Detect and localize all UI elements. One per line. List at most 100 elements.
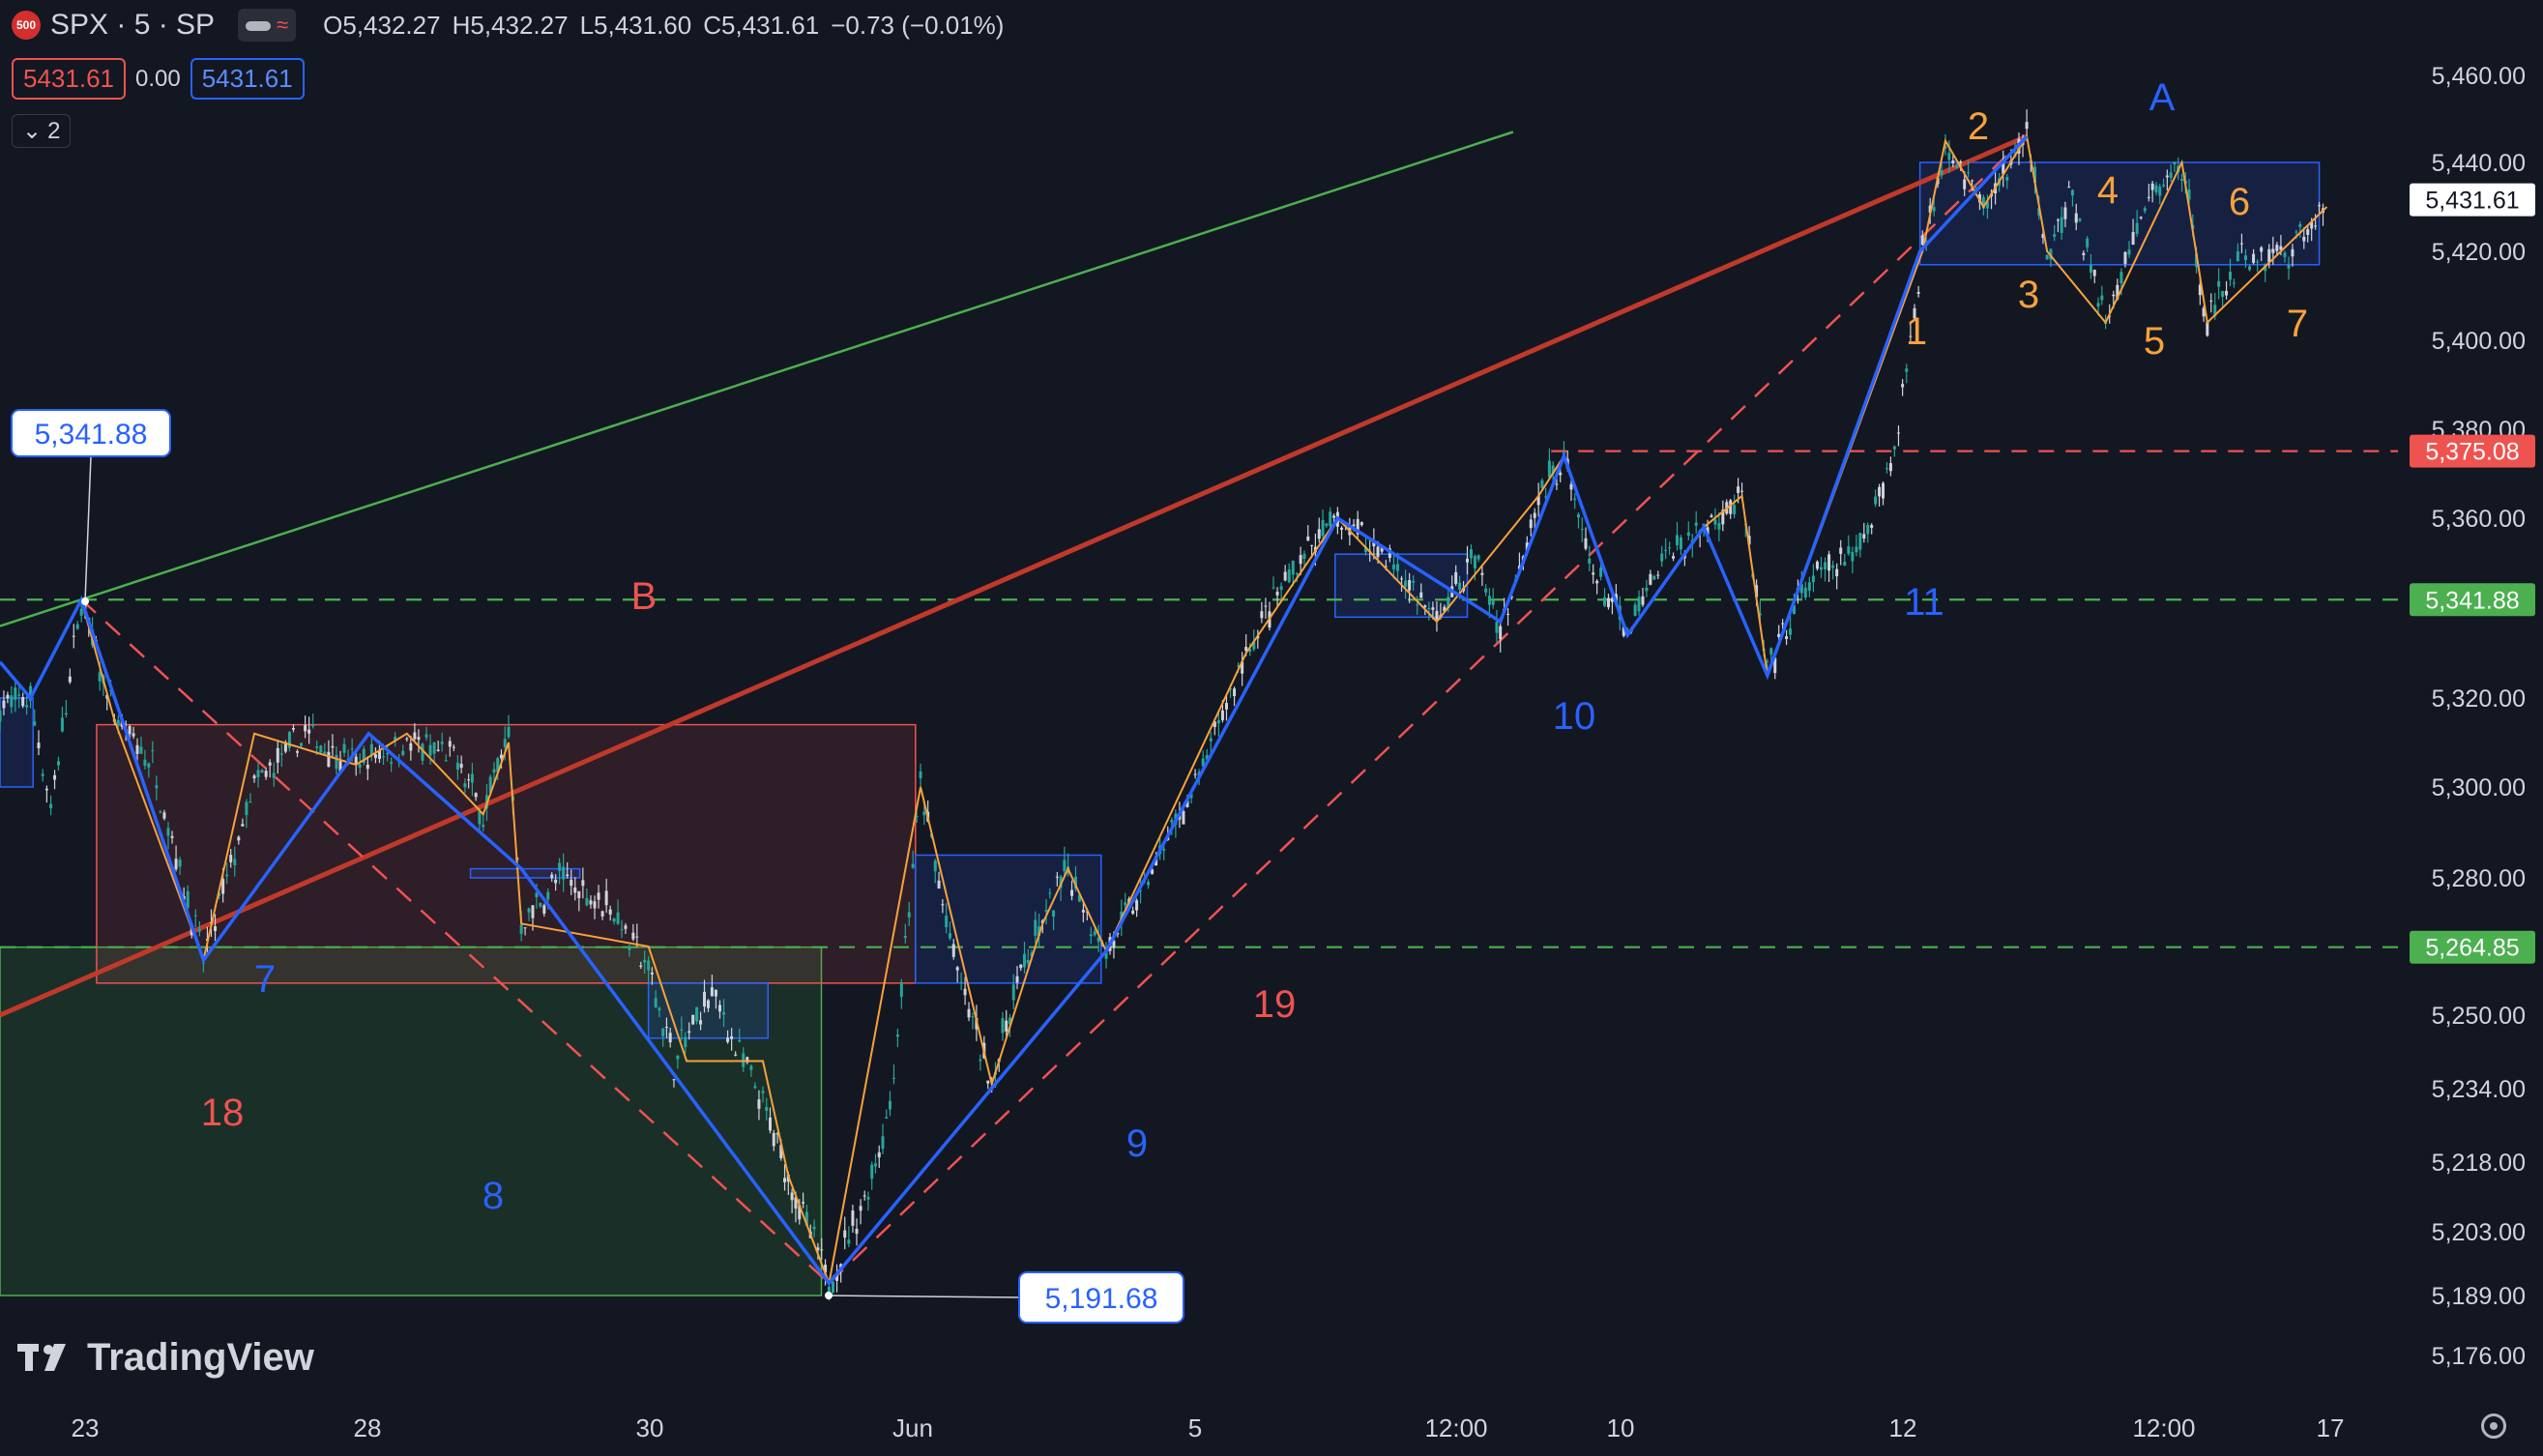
candle bbox=[2005, 176, 2009, 181]
candle bbox=[2053, 234, 2057, 237]
candle bbox=[2147, 196, 2150, 198]
candle bbox=[1201, 758, 1205, 767]
candle bbox=[562, 866, 566, 880]
candle bbox=[488, 776, 492, 793]
candle bbox=[1205, 754, 1209, 760]
wave-label: 1 bbox=[1906, 310, 1927, 353]
candle bbox=[14, 687, 17, 700]
candle bbox=[1862, 534, 1866, 539]
candle bbox=[1584, 538, 1588, 549]
candle bbox=[2195, 253, 2199, 267]
candle bbox=[132, 733, 135, 737]
wave-label: 11 bbox=[1904, 581, 1944, 624]
candle bbox=[41, 773, 44, 776]
candle bbox=[2139, 217, 2143, 218]
candle bbox=[1573, 498, 1577, 500]
candle bbox=[951, 944, 955, 957]
candle bbox=[1580, 529, 1584, 531]
candle bbox=[668, 1033, 672, 1043]
candle bbox=[248, 801, 252, 803]
candle bbox=[1329, 511, 1332, 527]
buy-button[interactable]: 5431.61 bbox=[190, 58, 305, 100]
settings-gear-icon[interactable] bbox=[2481, 1413, 2506, 1439]
candle bbox=[1603, 597, 1607, 606]
candle bbox=[2314, 225, 2318, 227]
sell-button[interactable]: 5431.61 bbox=[12, 58, 126, 100]
candle bbox=[382, 756, 386, 758]
candle bbox=[1892, 446, 1896, 450]
candle bbox=[542, 905, 546, 915]
candle bbox=[593, 901, 597, 909]
candle bbox=[2060, 217, 2063, 233]
candle bbox=[1081, 910, 1085, 913]
x-tick-label: 12:00 bbox=[1424, 1413, 1487, 1442]
candle bbox=[1896, 432, 1900, 434]
candle bbox=[612, 917, 616, 922]
candle bbox=[945, 916, 949, 927]
candle bbox=[903, 936, 907, 938]
indicators-toggle[interactable]: ⌄ 2 bbox=[12, 114, 72, 148]
candle bbox=[358, 764, 362, 769]
symbol-title[interactable]: SPX · 5 · SP bbox=[50, 9, 216, 41]
candle bbox=[1789, 628, 1793, 635]
candle bbox=[1679, 537, 1682, 550]
visibility-toggle[interactable]: ≈ bbox=[238, 9, 297, 42]
candle bbox=[1827, 554, 1831, 571]
candle bbox=[1981, 196, 1985, 209]
candle bbox=[851, 1210, 855, 1226]
candle bbox=[608, 909, 612, 915]
candle bbox=[550, 874, 554, 879]
candle bbox=[323, 751, 327, 755]
candle bbox=[967, 1008, 971, 1018]
candle bbox=[151, 749, 155, 751]
candle bbox=[1706, 527, 1710, 535]
candle bbox=[1384, 566, 1388, 568]
candle bbox=[1595, 580, 1599, 584]
wave-label: 18 bbox=[201, 1092, 245, 1134]
candle bbox=[1755, 585, 1759, 597]
candle bbox=[2248, 266, 2252, 271]
candle bbox=[474, 793, 478, 798]
candle bbox=[276, 747, 279, 763]
candle bbox=[2143, 208, 2147, 212]
wave-icon: ≈ bbox=[277, 13, 289, 37]
tradingview-logo[interactable]: TradingView bbox=[17, 1336, 314, 1380]
candle bbox=[1637, 597, 1641, 612]
candle bbox=[635, 936, 639, 938]
candle bbox=[1248, 649, 1252, 653]
candle bbox=[523, 927, 527, 929]
candle bbox=[1291, 561, 1295, 575]
candle bbox=[1019, 964, 1023, 969]
x-tick-label: 12 bbox=[1889, 1413, 1917, 1442]
candle bbox=[1811, 575, 1815, 583]
candle bbox=[1283, 571, 1287, 581]
candle bbox=[658, 1008, 661, 1011]
candle bbox=[233, 859, 237, 866]
candle bbox=[2256, 261, 2260, 263]
candle bbox=[327, 751, 331, 768]
candle bbox=[448, 741, 452, 747]
candle bbox=[2279, 246, 2283, 250]
candle bbox=[554, 879, 558, 884]
chart-header: 500 SPX · 5 · SP ≈ O5,432.27 H5,432.27 L… bbox=[12, 8, 1004, 43]
candle bbox=[440, 742, 444, 744]
candle bbox=[959, 981, 963, 983]
candle bbox=[17, 694, 21, 696]
candle bbox=[597, 892, 600, 900]
x-tick-label: 5 bbox=[1188, 1413, 1202, 1442]
candle bbox=[1885, 468, 1888, 470]
candle bbox=[1920, 235, 1924, 246]
candle bbox=[1310, 544, 1314, 546]
candle bbox=[1544, 496, 1548, 498]
candle bbox=[365, 764, 369, 770]
candle bbox=[775, 1133, 779, 1135]
x-tick-label: 23 bbox=[72, 1413, 100, 1442]
candle bbox=[139, 746, 143, 754]
candle bbox=[2150, 183, 2154, 190]
candle bbox=[2037, 208, 2041, 216]
x-tick-label: 10 bbox=[1607, 1413, 1635, 1442]
candle bbox=[955, 967, 959, 971]
candle bbox=[354, 756, 358, 765]
candle bbox=[1882, 482, 1885, 499]
